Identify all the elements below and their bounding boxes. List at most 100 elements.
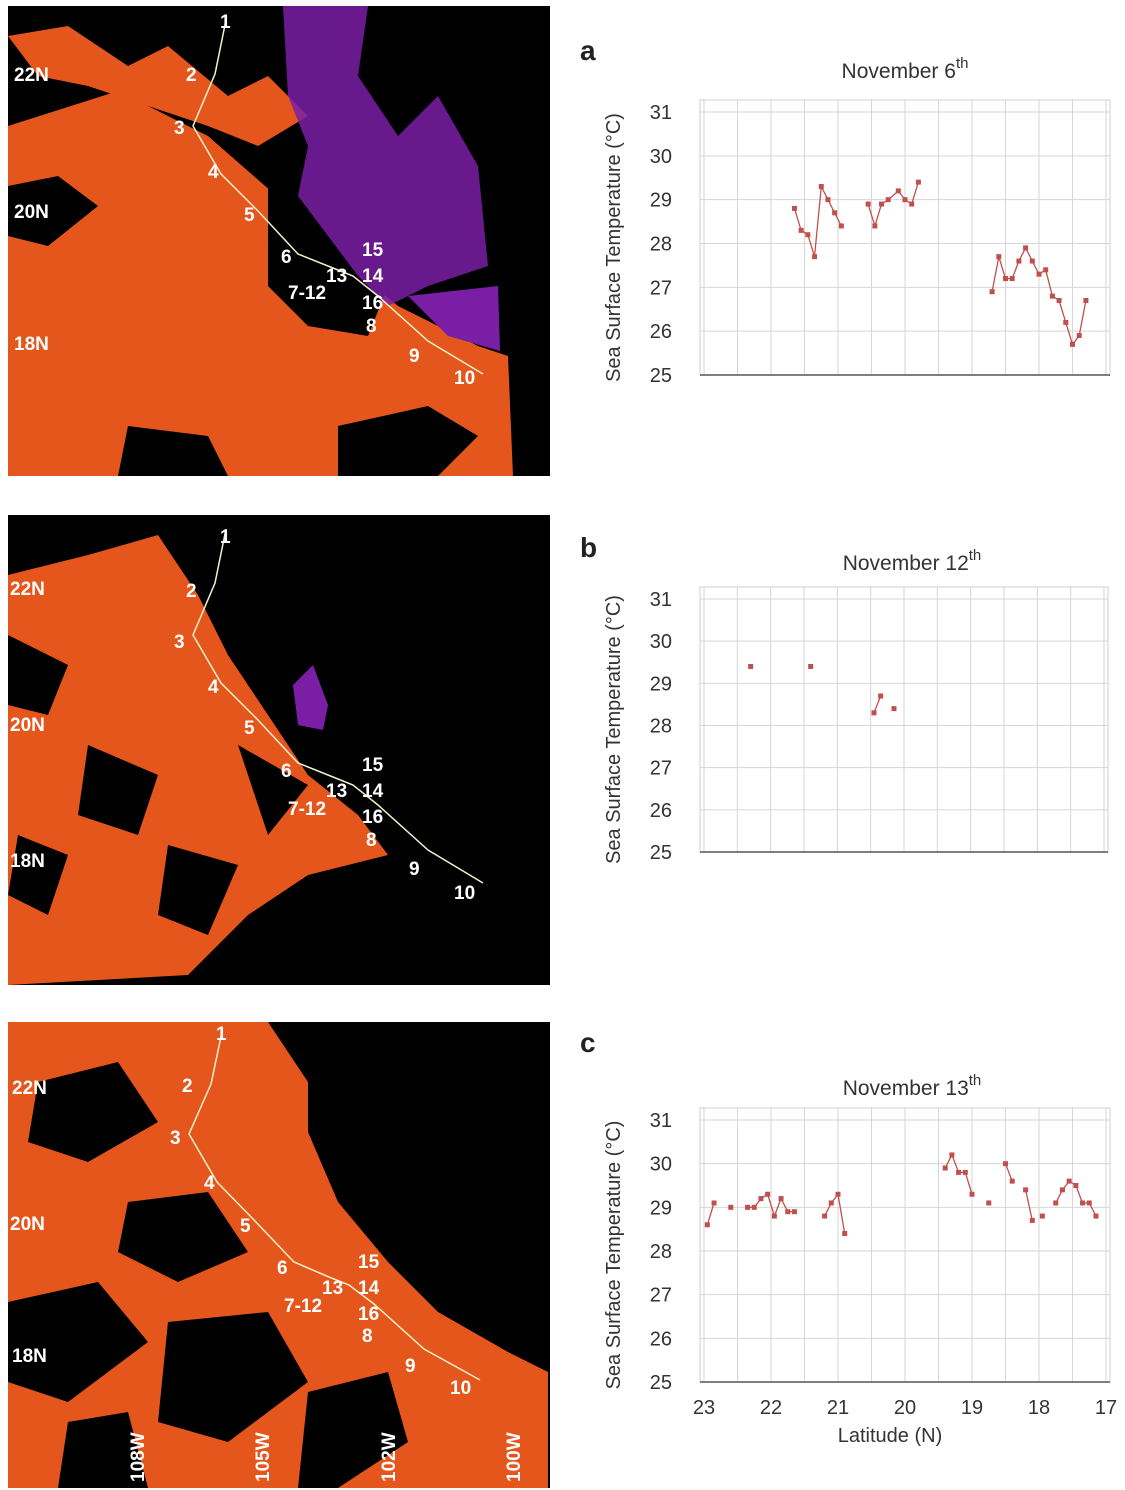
sst-data-point: [956, 1169, 962, 1175]
lon-label: 108W: [128, 1432, 149, 1482]
lat-label-20n: 20N: [14, 202, 49, 223]
y-axis-label: Sea Surface Temperature (°C): [603, 113, 625, 382]
sst-series-line: [1004, 1163, 1013, 1182]
station-label: 2: [182, 1076, 193, 1097]
chart-title: November 12th: [843, 547, 982, 575]
sst-data-point: [1076, 333, 1082, 339]
station-label: 15: [358, 1252, 380, 1273]
y-axis-label: Sea Surface Temperature (°C): [603, 1121, 625, 1390]
station-label: 16: [358, 1304, 379, 1325]
sst-data-point: [1066, 1178, 1072, 1184]
station-label: 9: [405, 1356, 416, 1377]
sst-data-point: [871, 710, 877, 716]
chart-title-sup: th: [969, 1072, 982, 1089]
sst-data-point: [1049, 293, 1055, 299]
chart-title: November 6th: [842, 55, 969, 83]
sst-data-point: [704, 1222, 710, 1228]
station-label: 4: [204, 1173, 215, 1194]
station-label: 5: [244, 205, 255, 226]
sst-data-point: [885, 197, 891, 203]
sst-data-point: [891, 706, 897, 712]
sst-data-point: [1003, 276, 1008, 282]
y-tick-label: 29: [650, 190, 672, 212]
station-label: 6: [277, 1258, 288, 1279]
sst-data-point: [838, 223, 844, 229]
sst-data-point: [1029, 1217, 1035, 1223]
station-label: 5: [244, 718, 255, 739]
station-label: 9: [409, 346, 420, 367]
station-label: 10: [454, 883, 475, 904]
sst-data-point: [989, 289, 995, 295]
x-tick-label: 19: [961, 1397, 983, 1419]
y-tick-label: 26: [650, 321, 672, 343]
sst-data-point: [1053, 1200, 1059, 1206]
lat-label-22n: 22N: [12, 1078, 47, 1099]
sst-series-line: [706, 1202, 715, 1225]
sst-data-point: [748, 663, 754, 669]
chart-panel-b: b November 12th 25 26 27 28 29 30 31 Sea Surface …: [580, 532, 1109, 864]
sst-data-point: [879, 201, 885, 207]
lat-label-22n: 22N: [10, 579, 45, 600]
panel-letter: a: [580, 35, 596, 66]
station-label: 3: [174, 632, 185, 653]
sst-data-point: [728, 1204, 734, 1210]
sst-data-point: [1059, 1187, 1065, 1193]
station-label: 1: [220, 527, 231, 548]
sst-data-point: [962, 1169, 968, 1175]
station-label: 3: [174, 118, 185, 139]
sst-data-point: [785, 1209, 791, 1215]
sst-data-point: [969, 1191, 975, 1197]
station-label: 3: [170, 1128, 181, 1149]
sst-data-point: [1063, 319, 1069, 325]
sst-data-point: [1016, 258, 1022, 264]
y-tick-label: 28: [650, 234, 672, 256]
sst-data-point: [842, 1231, 848, 1237]
sst-data-point: [1036, 271, 1042, 277]
station-label: 1: [216, 1024, 227, 1045]
station-label: 7-12: [284, 1296, 322, 1317]
station-label: 7-12: [288, 799, 326, 820]
sst-data-point: [1056, 297, 1062, 303]
lat-label-22n: 22N: [14, 65, 49, 86]
sst-data-point: [878, 693, 884, 699]
sst-data-point: [832, 210, 838, 216]
station-label: 4: [208, 677, 219, 698]
chart-title-sup: th: [969, 547, 982, 564]
station-label: 4: [208, 162, 219, 183]
sst-data-point: [895, 188, 901, 194]
sst-series-line: [824, 1192, 846, 1234]
station-label: 14: [362, 781, 384, 802]
y-tick-label: 26: [650, 1328, 672, 1350]
y-tick-label: 31: [650, 102, 672, 124]
sst-series-line: [873, 695, 882, 714]
sst-field: [8, 26, 513, 476]
sst-data-point: [996, 254, 1002, 260]
sst-data-point: [751, 1204, 757, 1210]
sst-data-point: [949, 1152, 955, 1158]
sst-data-point: [828, 1200, 834, 1206]
station-label: 16: [362, 293, 383, 314]
lat-label-20n: 20N: [10, 1214, 45, 1235]
station-label: 6: [281, 247, 292, 268]
y-tick-label: 28: [650, 1241, 672, 1263]
station-label: 8: [366, 316, 377, 337]
station-label: 14: [358, 1278, 380, 1299]
sst-data-point: [822, 1213, 828, 1219]
map-a-graphic: 22N 20N 18N 1 2 3 4 5 6 13 7-12 15 14 16…: [8, 6, 513, 476]
sst-data-point: [1086, 1200, 1092, 1206]
land-mask: [283, 6, 500, 351]
sst-data-point: [825, 197, 831, 203]
sst-data-point: [872, 223, 878, 229]
chart-panel-c: c November 13th 25 26 27 28 29 30 31 Sea Surface …: [580, 1027, 1117, 1447]
panel-letter: c: [580, 1027, 596, 1058]
station-label: 13: [322, 1278, 343, 1299]
sst-data-point: [1083, 297, 1089, 303]
y-tick-label: 27: [650, 277, 672, 299]
station-label: 13: [326, 266, 347, 287]
sst-data-point: [791, 1209, 797, 1215]
lat-label-18n: 18N: [14, 334, 49, 355]
y-tick-label: 25: [650, 365, 672, 387]
sst-data-point: [1080, 1200, 1086, 1206]
land-mask: [293, 665, 328, 730]
